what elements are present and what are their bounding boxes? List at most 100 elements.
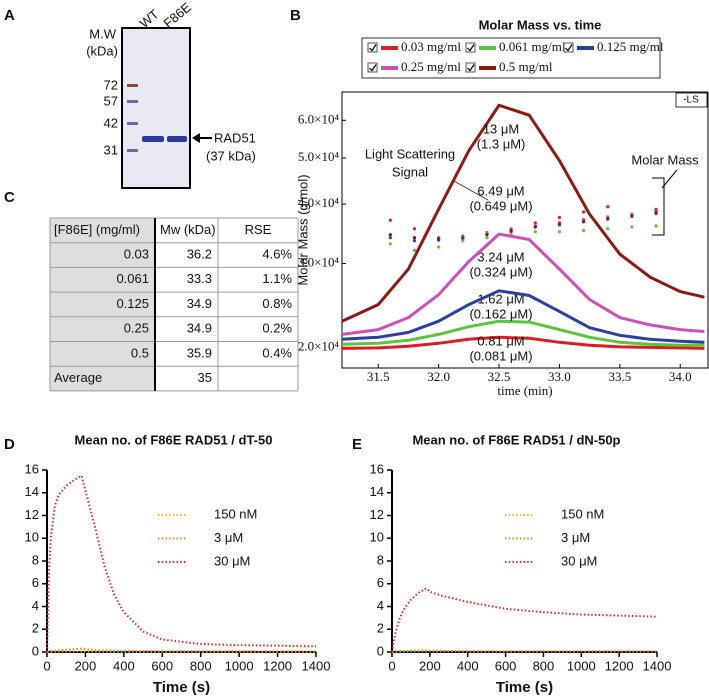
y-tick-label: 14 xyxy=(370,484,384,499)
legend-label: 3 μM xyxy=(561,530,590,545)
table-cell: 34.9 xyxy=(187,296,212,311)
table: [F86E] (mg/ml) Mw (kDa) RSE 0.03 36.2 4.6% 0.0… xyxy=(49,217,299,392)
molar-mass-point xyxy=(654,224,658,228)
molar-mass-point xyxy=(437,237,441,241)
x-tick-label: 800 xyxy=(533,658,555,673)
y-tick-label: 14 xyxy=(25,484,39,499)
marker-band xyxy=(127,149,138,152)
x-tick-label: 400 xyxy=(457,658,479,673)
legend-label: 0.125 mg/ml xyxy=(597,39,664,54)
y-tick-label: 6 xyxy=(377,575,384,590)
y-tick-label: 12 xyxy=(370,507,384,522)
marker-band xyxy=(127,100,138,103)
y-tick-label: 0 xyxy=(32,643,39,658)
x-tick-label: 34.0 xyxy=(669,369,692,384)
table-cell: 0.125 xyxy=(116,296,149,311)
y-tick-label: 2 xyxy=(377,621,384,636)
molar-mass-point xyxy=(533,230,537,234)
panel-label: E xyxy=(352,436,362,453)
ls-trace xyxy=(341,319,705,347)
molar-mass-point xyxy=(388,233,392,237)
table-cell: 34.9 xyxy=(187,321,212,336)
peak-label: (0.162 μM) xyxy=(469,306,532,321)
x-tick-label: 32.0 xyxy=(427,369,450,384)
legend-check xyxy=(467,44,475,52)
legend-box xyxy=(361,37,661,79)
table-cell: 4.6% xyxy=(262,246,292,261)
legend-label: 150 nM xyxy=(214,506,257,521)
annotation: Molar Mass xyxy=(631,152,699,167)
peak-label: 6.49 μM xyxy=(477,183,524,198)
gel xyxy=(121,27,191,189)
ls-trace xyxy=(341,232,705,336)
plot-frame xyxy=(341,91,709,369)
legend-label: 150 nM xyxy=(561,506,604,521)
table-cell: 0.8% xyxy=(262,296,292,311)
panel-label: C xyxy=(4,189,15,206)
panel-label: B xyxy=(290,7,301,24)
table-header: [F86E] (mg/ml) xyxy=(54,222,140,237)
marker-band xyxy=(127,122,138,125)
y-axis-label: Molar Mass (g/mol) xyxy=(295,174,310,285)
x-axis-label: Time (s) xyxy=(496,679,553,696)
panel-label: A xyxy=(4,7,15,24)
legend-label: 3 μM xyxy=(214,530,243,545)
ls-trace xyxy=(341,103,705,323)
peak-label: (0.324 μM) xyxy=(469,264,532,279)
legend-label: 0.061 mg/ml xyxy=(499,39,566,54)
table-header: Mw (kDa) xyxy=(160,222,216,237)
legend-label: 30 μM xyxy=(561,553,597,568)
x-tick-label: 600 xyxy=(151,658,173,673)
x-tick-label: 1000 xyxy=(225,658,254,673)
molar-mass-point xyxy=(581,219,586,223)
table-cell: 33.3 xyxy=(187,271,212,286)
marker-label: 42 xyxy=(104,115,118,130)
annotation: Light Scattering xyxy=(365,146,455,161)
molar-mass-point xyxy=(412,227,417,231)
x-tick-label: 0 xyxy=(388,658,395,673)
data-line xyxy=(391,649,657,653)
molar-mass-point xyxy=(412,239,417,243)
molar-mass-point xyxy=(485,230,489,234)
mw-unit: (kDa) xyxy=(86,43,118,58)
table-cell: 35.9 xyxy=(187,345,212,360)
legend-check xyxy=(565,44,573,52)
table-header: RSE xyxy=(245,222,272,237)
x-tick-label: 1000 xyxy=(567,658,596,673)
pointer xyxy=(451,179,489,201)
x-tick-label: 32.5 xyxy=(488,369,511,384)
molar-mass-point xyxy=(654,210,658,214)
molar-mass-point xyxy=(388,218,392,222)
ls-trace xyxy=(341,289,705,344)
x-tick-label: 400 xyxy=(113,658,135,673)
chart-title: Molar Mass vs. time xyxy=(479,17,602,32)
molar-mass-point xyxy=(485,236,489,240)
y-tick-label: 12 xyxy=(25,507,39,522)
bracket xyxy=(652,177,665,236)
y-tick-label: 8 xyxy=(32,552,39,567)
x-tick-label: 33.5 xyxy=(608,369,631,384)
x-tick-label: 1200 xyxy=(605,658,634,673)
x-axis-label: time (min) xyxy=(497,383,552,398)
peak-label: (0.081 μM) xyxy=(469,348,532,363)
x-tick-label: 33.0 xyxy=(548,369,571,384)
x-tick-label: 200 xyxy=(419,658,441,673)
legend-label: 0.25 mg/ml xyxy=(401,59,461,74)
sample-band xyxy=(142,136,164,142)
y-tick-label: 16 xyxy=(25,461,39,476)
molar-mass-point xyxy=(533,225,537,229)
chart-title: Mean no. of F86E RAD51 / dN-50p xyxy=(412,432,620,447)
legend-tag: -LS xyxy=(683,95,699,106)
data-line xyxy=(46,647,316,653)
molar-mass-point xyxy=(412,236,417,240)
sample-band xyxy=(167,136,187,142)
y-tick-label: 4 xyxy=(377,598,384,613)
molar-mass-point xyxy=(485,233,489,237)
lane-label: F86E xyxy=(160,0,194,31)
legend-check xyxy=(467,64,475,72)
molar-mass-point xyxy=(606,227,610,231)
y-tick-label: 6.0×10⁴ xyxy=(298,111,340,126)
x-tick-label: 31.5 xyxy=(367,369,390,384)
y-tick-label: 16 xyxy=(370,461,384,476)
mw-label: M.W xyxy=(89,26,116,41)
